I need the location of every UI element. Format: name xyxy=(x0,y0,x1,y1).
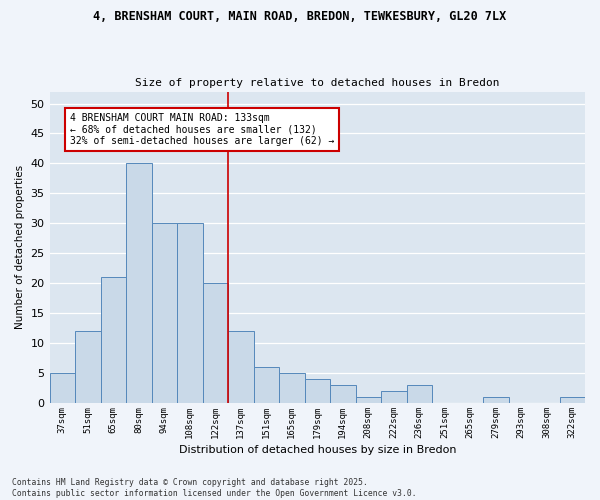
Bar xyxy=(50,373,75,403)
Bar xyxy=(381,391,407,403)
Bar xyxy=(305,379,330,403)
Bar xyxy=(483,397,509,403)
Bar xyxy=(560,397,585,403)
Bar xyxy=(254,367,279,403)
Bar xyxy=(228,331,254,403)
Bar xyxy=(279,373,305,403)
Y-axis label: Number of detached properties: Number of detached properties xyxy=(15,165,25,330)
X-axis label: Distribution of detached houses by size in Bredon: Distribution of detached houses by size … xyxy=(179,445,456,455)
Bar xyxy=(101,277,126,403)
Bar xyxy=(330,385,356,403)
Bar xyxy=(126,164,152,403)
Bar xyxy=(203,283,228,403)
Bar xyxy=(407,385,432,403)
Text: 4, BRENSHAM COURT, MAIN ROAD, BREDON, TEWKESBURY, GL20 7LX: 4, BRENSHAM COURT, MAIN ROAD, BREDON, TE… xyxy=(94,10,506,23)
Bar xyxy=(356,397,381,403)
Text: 4 BRENSHAM COURT MAIN ROAD: 133sqm
← 68% of detached houses are smaller (132)
32: 4 BRENSHAM COURT MAIN ROAD: 133sqm ← 68%… xyxy=(70,112,334,146)
Bar xyxy=(152,224,177,403)
Bar xyxy=(75,331,101,403)
Bar xyxy=(177,224,203,403)
Text: Contains HM Land Registry data © Crown copyright and database right 2025.
Contai: Contains HM Land Registry data © Crown c… xyxy=(12,478,416,498)
Title: Size of property relative to detached houses in Bredon: Size of property relative to detached ho… xyxy=(135,78,500,88)
